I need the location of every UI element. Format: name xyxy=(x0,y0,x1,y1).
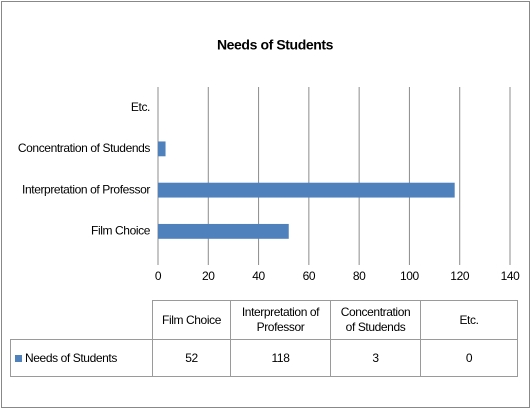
table-value: 52 xyxy=(152,339,231,377)
x-tick-label: 0 xyxy=(155,269,162,283)
cell-text: 52 xyxy=(185,350,198,365)
table-header: Film Choice xyxy=(152,300,231,340)
cell-text: Concentration of Studends xyxy=(340,305,411,334)
table-header: Interpretation of Professor xyxy=(230,300,331,340)
cell-text: Film Choice xyxy=(162,312,221,327)
x-tick-label: 120 xyxy=(450,269,470,283)
table-header: Etc. xyxy=(420,300,518,340)
bar xyxy=(158,182,455,198)
y-tick-label: Concentration of Studends xyxy=(18,141,150,155)
cell-text: 3 xyxy=(372,350,379,365)
x-tick-label: 40 xyxy=(252,269,265,283)
x-tick-label: 140 xyxy=(501,269,521,283)
table-value: 3 xyxy=(330,339,421,377)
x-tick-label: 60 xyxy=(303,269,316,283)
y-tick-label: Etc. xyxy=(131,100,150,114)
table-series-label: Needs of Students xyxy=(10,339,153,377)
cell-text: Etc. xyxy=(459,312,479,327)
x-tick-label: 20 xyxy=(202,269,215,283)
table-value: 118 xyxy=(230,339,331,377)
table-header: Concentration of Studends xyxy=(330,300,421,340)
x-tick-label: 100 xyxy=(400,269,420,283)
y-tick-label: Film Choice xyxy=(91,224,151,238)
cell-text: 118 xyxy=(271,350,290,365)
chart-title: Needs of Students xyxy=(217,37,334,53)
x-tick-label: 80 xyxy=(353,269,366,283)
cell-text: 0 xyxy=(465,350,473,365)
cell-text: Needs of Students xyxy=(25,350,117,365)
cell-text: Interpretation of Professor xyxy=(241,305,320,334)
bar xyxy=(158,223,289,239)
table-value: 0 xyxy=(420,339,518,377)
bar xyxy=(158,141,166,157)
legend-key xyxy=(15,354,22,362)
y-tick-label: Interpretation of Professor xyxy=(22,182,150,196)
